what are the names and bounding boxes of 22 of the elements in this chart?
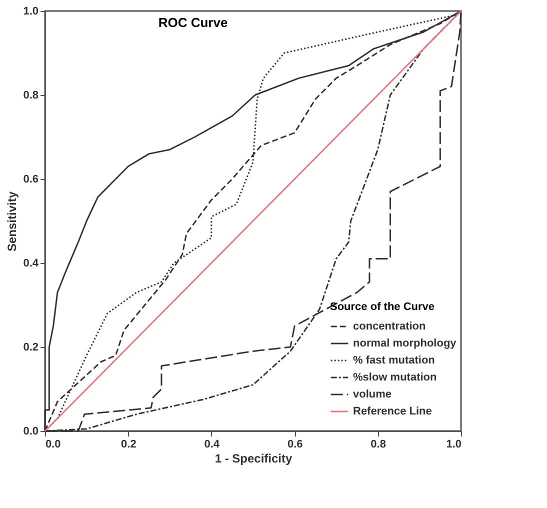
x-tick-label: 0.4 bbox=[204, 438, 220, 450]
x-axis-title: 1 - Specificity bbox=[214, 452, 292, 466]
x-tick-label: 0.2 bbox=[121, 438, 136, 450]
legend-label: %slow mutation bbox=[353, 372, 438, 384]
y-tick-label: 0.2 bbox=[23, 342, 38, 354]
y-tick-label: 0.6 bbox=[23, 174, 38, 186]
x-tick-label: 0.6 bbox=[287, 438, 303, 450]
chart-title: ROC Curve bbox=[158, 15, 228, 30]
y-axis-title: Sensitivity bbox=[5, 191, 20, 252]
legend-label: % fast mutation bbox=[353, 354, 436, 366]
legend-title: Source of the Curve bbox=[330, 301, 435, 313]
legend-label: Reference Line bbox=[353, 406, 432, 418]
x-tick-label: 0.0 bbox=[46, 438, 61, 450]
y-tick-label: 1.0 bbox=[23, 6, 38, 18]
legend-label: normal morphology bbox=[353, 338, 458, 350]
legend-label: concentration bbox=[353, 320, 426, 332]
x-tick-label: 0.8 bbox=[370, 438, 386, 450]
legend-label: volume bbox=[353, 388, 392, 400]
y-tick-label: 0.0 bbox=[23, 426, 38, 438]
x-tick-label: 1.0 bbox=[446, 438, 462, 450]
y-tick-label: 0.8 bbox=[23, 90, 38, 102]
y-tick-label: 0.4 bbox=[23, 258, 40, 270]
